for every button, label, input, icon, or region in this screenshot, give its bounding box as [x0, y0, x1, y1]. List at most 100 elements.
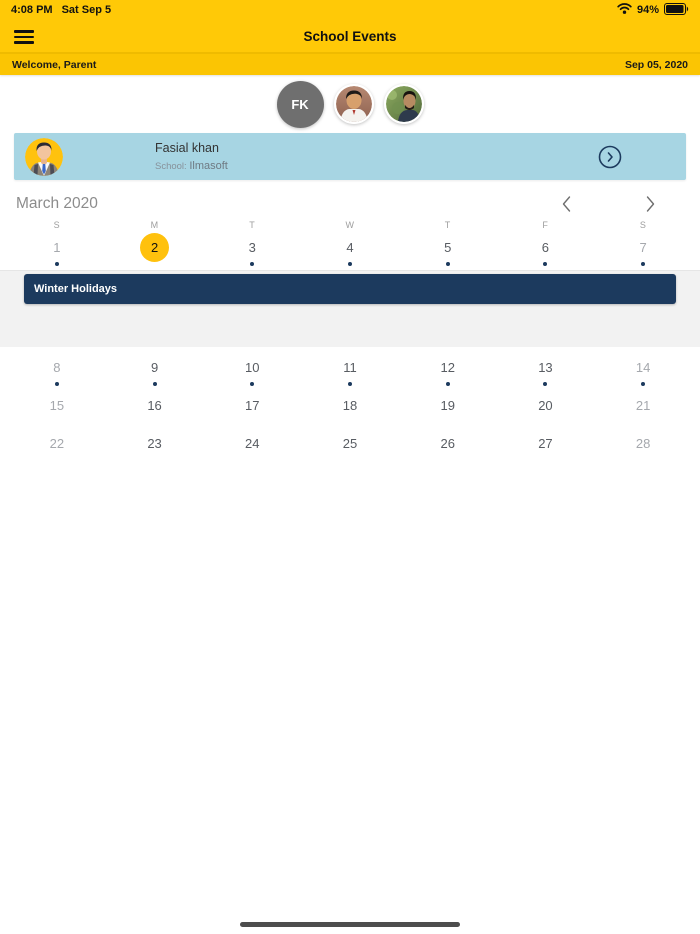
calendar-day[interactable]: 2: [106, 233, 204, 270]
day-of-week-row: S M T W T F S: [0, 217, 700, 233]
calendar-day[interactable]: 14: [594, 353, 692, 391]
day-number: 14: [635, 360, 651, 375]
calendar-day[interactable]: 8: [8, 353, 106, 391]
event-dot: [445, 262, 450, 266]
status-date: Sat Sep 5: [61, 4, 112, 16]
calendar-day[interactable]: 12: [399, 353, 497, 391]
day-number: 10: [245, 360, 260, 375]
calendar-day[interactable]: 26: [399, 429, 497, 467]
calendar-day[interactable]: 28: [594, 429, 692, 467]
student-card[interactable]: Fasial khan School: Ilmasoft: [14, 133, 686, 180]
day-number: 6: [541, 240, 550, 255]
day-number: 12: [440, 360, 455, 375]
event-dot: [250, 382, 255, 386]
chevron-right-icon[interactable]: [640, 194, 660, 214]
day-number: 28: [635, 436, 651, 451]
day-number: 17: [245, 398, 260, 413]
event-dot: [543, 382, 548, 386]
event-dot: [152, 382, 157, 386]
menu-icon[interactable]: [14, 27, 34, 47]
day-number: 5: [444, 240, 452, 255]
student-school: School: Ilmasoft: [155, 160, 228, 172]
avatar-photo-child-1[interactable]: [333, 84, 374, 124]
calendar-day[interactable]: 27: [497, 429, 595, 467]
dow-label: S: [53, 220, 61, 230]
event-dot: [543, 262, 548, 266]
avatar-photo-child-2[interactable]: [383, 84, 424, 124]
status-time: 4:08 PM: [11, 4, 53, 16]
event-bar[interactable]: Winter Holidays: [24, 274, 676, 304]
welcome-text: Welcome, Parent: [12, 58, 97, 71]
day-number: 1: [53, 240, 61, 255]
app-header: 4:08 PM Sat Sep 5 94%: [0, 0, 700, 75]
calendar-day[interactable]: 16: [106, 391, 204, 429]
calendar-day[interactable]: 5: [399, 233, 497, 270]
calendar-day[interactable]: 25: [301, 429, 399, 467]
status-bar: 4:08 PM Sat Sep 5 94%: [0, 0, 700, 20]
event-dot: [54, 382, 59, 386]
calendar-day[interactable]: 6: [497, 233, 595, 270]
dow-label: F: [542, 220, 549, 230]
event-dot: [445, 382, 450, 386]
calendar-day[interactable]: 19: [399, 391, 497, 429]
calendar-week: 8 9 10 11 12 13 14: [0, 353, 700, 391]
events-section: Winter Holidays: [0, 270, 700, 347]
calendar-day[interactable]: 20: [497, 391, 595, 429]
day-number: 25: [342, 436, 358, 451]
day-number: 15: [49, 398, 65, 413]
event-dot: [54, 262, 59, 266]
event-title: Winter Holidays: [34, 283, 118, 295]
dow-label: S: [639, 220, 647, 230]
avatar-initials-label: FK: [291, 96, 309, 112]
dow-label: T: [444, 220, 451, 230]
calendar-week: 1 2 3 4 5 6 7: [0, 233, 700, 270]
calendar-day[interactable]: 10: [203, 353, 301, 391]
battery-percent: 94%: [636, 4, 659, 16]
day-number: 16: [147, 398, 162, 413]
calendar-day[interactable]: 3: [203, 233, 301, 270]
calendar-day[interactable]: 1: [8, 233, 106, 270]
calendar-week: 15 16 17 18 19 20 21: [0, 391, 700, 429]
calendar-month-title: March 2020: [16, 195, 98, 212]
calendar-day[interactable]: 15: [8, 391, 106, 429]
day-number: 13: [538, 360, 553, 375]
day-number: 2: [140, 233, 170, 262]
school-name: Ilmasoft: [189, 160, 228, 172]
calendar-day[interactable]: 17: [203, 391, 301, 429]
calendar-day[interactable]: 9: [106, 353, 204, 391]
day-number: 7: [639, 240, 647, 255]
day-number: 8: [53, 360, 61, 375]
dow-label: M: [150, 220, 159, 230]
student-name: Fasial khan: [155, 141, 219, 155]
chevron-left-icon[interactable]: [557, 194, 577, 214]
day-number: 26: [440, 436, 455, 451]
calendar-day[interactable]: 13: [497, 353, 595, 391]
calendar-day[interactable]: 11: [301, 353, 399, 391]
dow-label: T: [249, 220, 256, 230]
calendar-day[interactable]: 24: [203, 429, 301, 467]
calendar-day[interactable]: 21: [594, 391, 692, 429]
event-dot: [347, 382, 352, 386]
current-date: Sep 05, 2020: [624, 58, 688, 71]
day-number: 4: [346, 240, 354, 255]
calendar-day[interactable]: 4: [301, 233, 399, 270]
calendar-day[interactable]: 18: [301, 391, 399, 429]
dow-label: W: [345, 220, 355, 230]
day-number: 9: [150, 360, 159, 375]
day-number: 3: [248, 240, 256, 255]
chevron-circle-icon[interactable]: [598, 145, 622, 169]
nav-bar: School Events: [0, 20, 700, 54]
calendar-day[interactable]: 7: [594, 233, 692, 270]
event-dot: [641, 382, 646, 386]
calendar-day[interactable]: 23: [106, 429, 204, 467]
home-indicator[interactable]: [240, 922, 460, 927]
event-dot: [347, 262, 352, 266]
calendar-day[interactable]: 22: [8, 429, 106, 467]
day-number: 19: [440, 398, 455, 413]
day-number: 11: [343, 360, 357, 375]
calendar-week: 22 23 24 25 26 27 28: [0, 429, 700, 467]
battery-icon: [664, 2, 689, 18]
avatar-initials-fk[interactable]: FK: [276, 80, 324, 128]
day-number: 23: [147, 436, 162, 451]
day-number: 20: [538, 398, 553, 413]
